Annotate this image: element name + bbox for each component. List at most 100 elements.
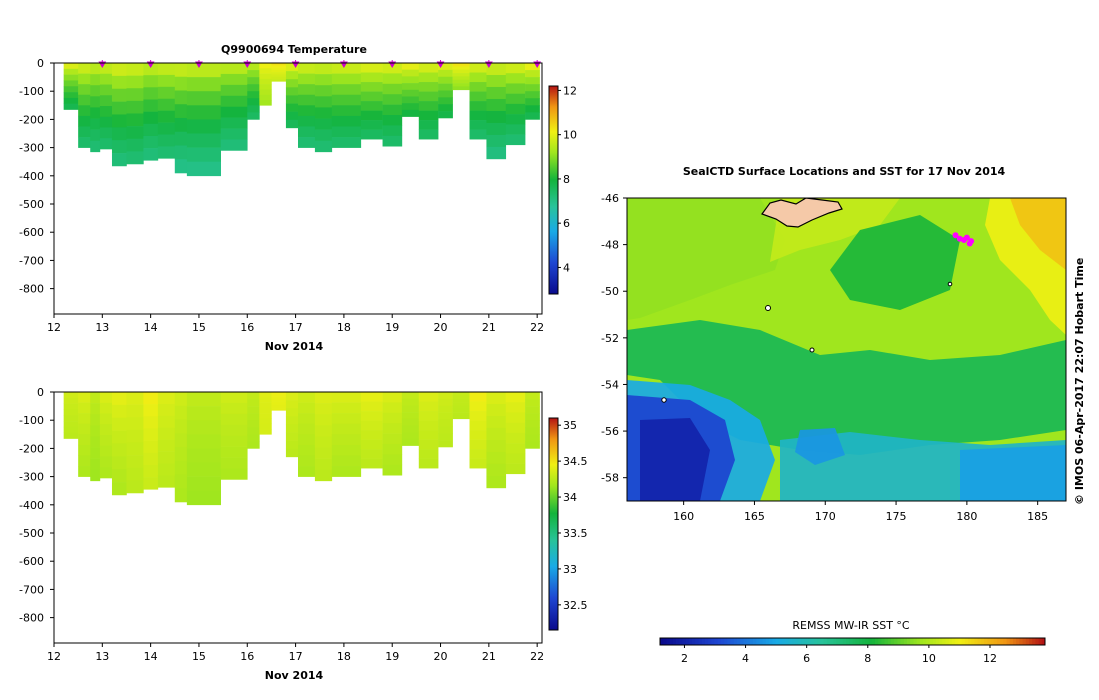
profile-column [99, 63, 113, 150]
profile-cell [452, 83, 470, 87]
profile-cell [186, 133, 221, 148]
colorbar-tick-label: 34.5 [563, 455, 588, 468]
profile-cell [157, 463, 176, 476]
profile-column [186, 63, 221, 177]
sst-colorbar-cell [865, 638, 869, 645]
map-x-tick-label: 185 [1027, 510, 1048, 523]
profile-cell [285, 87, 299, 96]
profile-cell [331, 137, 362, 148]
profile-cell [298, 455, 316, 467]
profile-cell [331, 73, 362, 85]
colorbar-tick-label: 12 [563, 84, 577, 97]
profile-cell [186, 420, 221, 435]
profile-cell [505, 73, 526, 84]
profile-cell [78, 444, 91, 456]
profile-cell [99, 63, 113, 75]
sst-colorbar-tick-label: 4 [742, 652, 749, 665]
profile-column [331, 63, 362, 148]
profile-cell [174, 433, 188, 448]
profile-cell [298, 402, 316, 414]
profile-cell [111, 456, 127, 470]
profile-cell [331, 466, 362, 477]
x-tick-label: 19 [385, 321, 399, 334]
profile-column [438, 63, 453, 119]
sst-colorbar-cell [717, 638, 722, 645]
profile-cell [382, 83, 403, 95]
profile-cell [486, 415, 507, 429]
x-tick-label: 17 [289, 650, 303, 663]
salinity-profiles [63, 392, 540, 506]
profile-column [401, 392, 420, 446]
x-tick-label: 22 [530, 650, 544, 663]
profile-cell [247, 63, 260, 71]
sst-colorbar-cell [775, 638, 780, 645]
profile-cell [259, 407, 272, 414]
profile-cell [174, 405, 188, 420]
profile-cell [486, 403, 507, 417]
profile-cell [259, 397, 272, 403]
profile-cell [271, 392, 287, 395]
profile-cell [360, 420, 383, 431]
sst-colorbar-cell [830, 638, 834, 645]
profile-cell [438, 440, 453, 448]
profile-cell [314, 436, 333, 448]
sst-colorbar-cell [916, 638, 921, 645]
profile-column [314, 392, 333, 482]
subantarctic-islands [661, 281, 953, 403]
sst-field [627, 198, 1066, 501]
profile-cell [469, 401, 487, 412]
y-tick-label: -800 [19, 283, 44, 296]
profile-cell [331, 105, 362, 117]
profile-cell [469, 411, 487, 421]
profile-cell [259, 68, 272, 74]
sst-colorbar-cell [714, 638, 719, 645]
profile-cell [525, 63, 540, 71]
profile-cell [401, 425, 420, 433]
sst-colorbar-cell [679, 638, 683, 645]
colorbar-tick-label: 33 [563, 563, 577, 576]
profile-cell [174, 63, 188, 78]
profile-cell [220, 73, 248, 86]
colorbar-tick-label: 35 [563, 419, 577, 432]
sst-colorbar-cell [929, 638, 934, 645]
profile-cell [157, 74, 176, 88]
profile-cell [157, 134, 176, 147]
profile-cell [469, 63, 487, 73]
profile-column [90, 63, 101, 153]
y-tick-label: -500 [19, 527, 44, 540]
profile-cell [486, 463, 507, 477]
profile-cell [157, 451, 176, 464]
sst-colorbar-cell [891, 638, 895, 645]
sst-colorbar-cell [1022, 638, 1027, 645]
sst-colorbar-cell [855, 638, 860, 645]
profile-cell [401, 83, 420, 91]
profile-cell [486, 475, 507, 489]
profile-cell [285, 119, 299, 129]
sst-colorbar-cell [833, 638, 837, 645]
profile-cell [99, 392, 113, 404]
profile-cell [174, 419, 188, 434]
colorbar-tick-label: 34 [563, 491, 577, 504]
profile-cell [382, 94, 403, 105]
profile-cell [525, 434, 540, 442]
sst-colorbar-cell [1035, 638, 1039, 645]
profile-cell [126, 404, 144, 418]
profile-column [525, 63, 540, 120]
profile-cell [78, 466, 91, 477]
x-tick-label: 14 [144, 321, 158, 334]
profile-cell [126, 455, 144, 469]
profile-cell [285, 71, 299, 80]
profile-column [525, 392, 540, 449]
profile-column [63, 63, 79, 110]
sst-colorbar-cell [974, 638, 979, 645]
profile-cell [174, 104, 188, 119]
profile-cell [143, 392, 159, 405]
profile-column [78, 392, 91, 477]
profile-cell [452, 402, 470, 406]
island-marker [661, 397, 667, 403]
profile-cell [143, 428, 159, 441]
profile-cell [418, 129, 439, 140]
profile-cell [505, 453, 526, 464]
profile-cell [331, 423, 362, 435]
profile-cell [360, 101, 383, 111]
